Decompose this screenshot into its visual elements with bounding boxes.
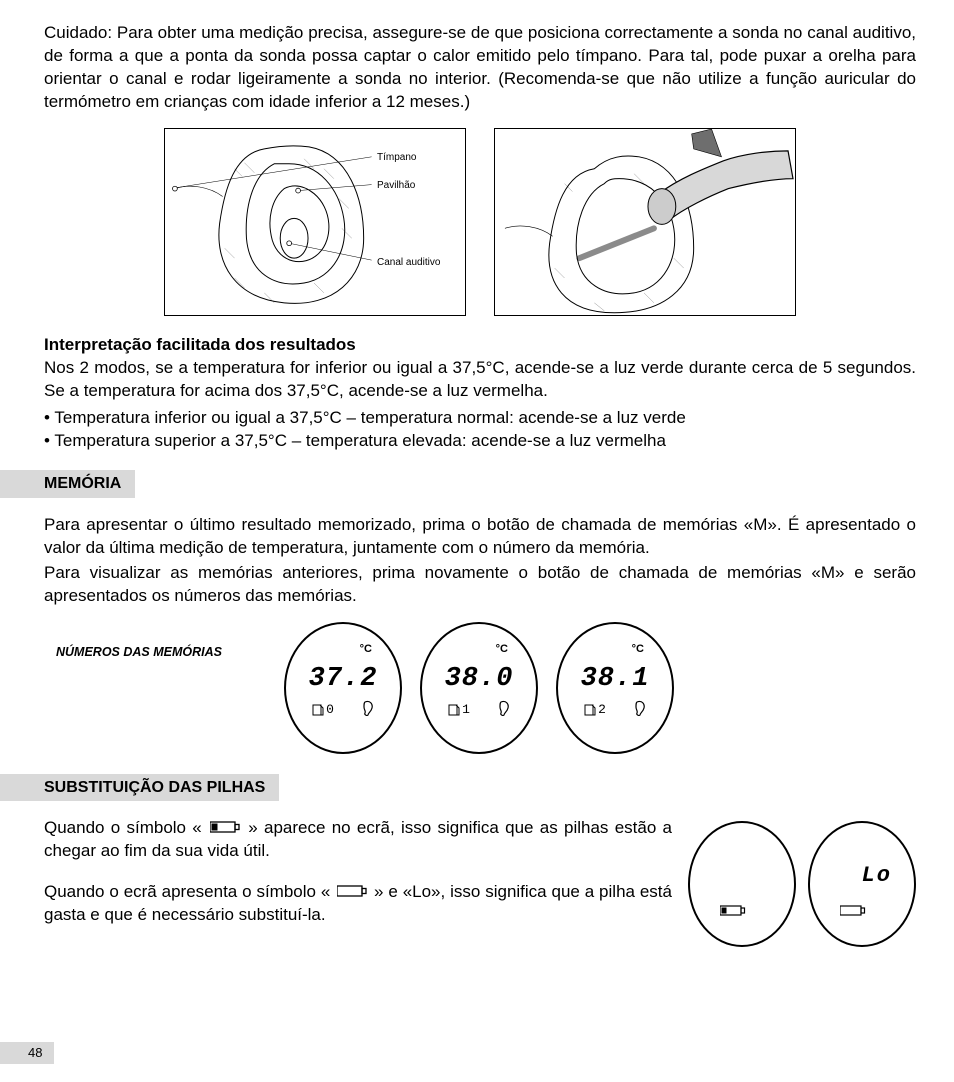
mem-slot-num: 1 xyxy=(462,701,470,719)
ear-mode-icon xyxy=(498,700,510,721)
unit-label: °C xyxy=(632,642,644,657)
mem-page-icon xyxy=(448,704,460,716)
battery-display-empty: Lo xyxy=(808,821,916,947)
temp-reading: 38.0 xyxy=(445,661,514,697)
battery-display-low xyxy=(688,821,796,947)
section-memoria: MEMÓRIA xyxy=(0,470,135,498)
pilhas-p1a: Quando o símbolo « xyxy=(44,818,208,837)
battery-low-icon xyxy=(210,817,240,840)
mem-slot-indicator: 0 xyxy=(312,701,334,719)
mem-page-icon xyxy=(584,704,596,716)
ear-label-pavilhao: Pavilhão xyxy=(377,179,415,193)
mem-slot-indicator: 2 xyxy=(584,701,606,719)
pilhas-p2a: Quando o ecrã apresenta o símbolo « xyxy=(44,882,335,901)
unit-label: °C xyxy=(360,642,372,657)
memoria-p1: Para apresentar o último resultado memor… xyxy=(44,514,916,560)
mem-slot-num: 0 xyxy=(326,701,334,719)
memory-caption: NÚMEROS DAS MEMÓRIAS xyxy=(56,622,266,661)
interp-bullets: • Temperatura inferior ou igual a 37,5°C… xyxy=(44,407,916,453)
battery-empty-icon xyxy=(840,900,866,923)
ear-diagram-labeled: Tímpano Pavilhão Canal auditivo xyxy=(164,128,466,316)
memoria-p2: Para visualizar as memórias anteriores, … xyxy=(44,562,916,608)
page-number: 48 xyxy=(0,1042,54,1064)
ear-diagram-with-probe xyxy=(494,128,796,316)
memory-display-2: °C 38.1 2 xyxy=(556,622,674,754)
mem-slot-indicator: 1 xyxy=(448,701,470,719)
temp-reading: 37.2 xyxy=(309,661,378,697)
ear-label-timpano: Tímpano xyxy=(377,151,416,165)
battery-empty-icon xyxy=(337,881,367,904)
battery-ovals: Lo xyxy=(688,817,916,947)
temp-reading: 38.1 xyxy=(581,661,650,697)
mem-slot-num: 2 xyxy=(598,701,606,719)
section-pilhas: SUBSTITUIÇÃO DAS PILHAS xyxy=(0,774,279,802)
intro-paragraph: Cuidado: Para obter uma medição precisa,… xyxy=(44,22,916,114)
memory-displays-row: NÚMEROS DAS MEMÓRIAS °C 37.2 0 °C 38.0 1 xyxy=(44,622,916,754)
unit-label: °C xyxy=(496,642,508,657)
mem-page-icon xyxy=(312,704,324,716)
memory-display-0: °C 37.2 0 xyxy=(284,622,402,754)
battery-block: Quando o símbolo « » aparece no ecrã, is… xyxy=(44,817,916,947)
interp-p1: Nos 2 modos, se a temperatura for inferi… xyxy=(44,357,916,403)
battery-text: Quando o símbolo « » aparece no ecrã, is… xyxy=(44,817,672,947)
lo-label: Lo xyxy=(862,861,892,891)
ear-probe-svg xyxy=(495,129,795,316)
ear-mode-icon xyxy=(362,700,374,721)
ear-label-canal: Canal auditivo xyxy=(377,256,440,270)
interp-bullet-2: • Temperatura superior a 37,5°C – temper… xyxy=(44,430,916,453)
memory-display-1: °C 38.0 1 xyxy=(420,622,538,754)
interp-heading: Interpretação facilitada dos resultados xyxy=(44,334,916,357)
ear-diagram-row: Tímpano Pavilhão Canal auditivo xyxy=(44,128,916,316)
interp-bullet-1: • Temperatura inferior ou igual a 37,5°C… xyxy=(44,407,916,430)
battery-low-icon xyxy=(720,900,746,923)
ear-anatomy-svg xyxy=(165,129,465,316)
ear-mode-icon xyxy=(634,700,646,721)
